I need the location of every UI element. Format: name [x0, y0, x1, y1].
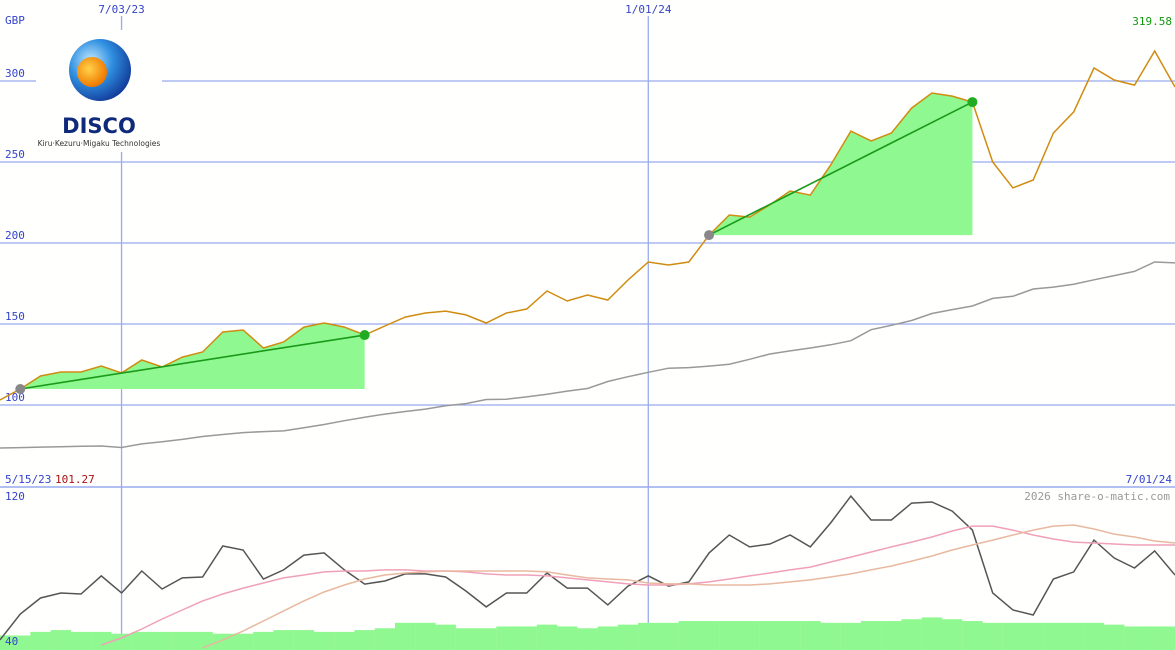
y-tick-label: 120: [5, 490, 25, 503]
series-line: [0, 49, 1175, 401]
volume-bar: [10, 635, 31, 650]
volume-bar: [941, 619, 963, 650]
y-tick-label: 200: [5, 229, 25, 242]
logo: DISCO Kiru·Kezuru·Migaku Technologies: [36, 30, 162, 152]
volume-bar: [860, 621, 882, 650]
volume-bar: [698, 621, 720, 650]
trend-start: [704, 230, 715, 241]
volume-bar: [293, 630, 315, 650]
series-line: [0, 261, 1175, 449]
volume-bar: [172, 631, 193, 650]
volume-bar: [415, 622, 436, 650]
footer: 2026 share-o-matic.com: [1024, 490, 1170, 503]
volume-bar: [0, 635, 11, 650]
trend-end: [967, 97, 978, 108]
logo-tagline: Kiru·Kezuru·Migaku Technologies: [38, 139, 161, 148]
volume-bar: [759, 621, 781, 650]
volume-bar: [678, 621, 699, 650]
volume-bar: [30, 631, 51, 650]
volume-bar: [1144, 626, 1165, 650]
trend-end: [359, 330, 370, 341]
volume-bar: [617, 624, 639, 650]
volume-bar: [111, 633, 132, 650]
logo-core: [77, 57, 107, 87]
volume-bar: [557, 626, 578, 650]
indicator-panel: [0, 494, 1175, 650]
volume-bar: [91, 631, 112, 650]
volume-bar: [1043, 622, 1064, 650]
volume-bar: [719, 621, 740, 650]
volume-bar: [901, 619, 922, 650]
volume-bar: [638, 622, 659, 650]
x-tick-label: 7/01/24: [1126, 473, 1173, 486]
volume-bar: [658, 622, 679, 650]
volume-bar: [313, 631, 335, 650]
volume-bar: [354, 630, 375, 650]
volume-bar: [921, 617, 943, 650]
trend-fill: [20, 323, 365, 389]
trend-line: [708, 101, 973, 236]
volume-bar: [577, 628, 598, 650]
volume-bar: [131, 631, 153, 650]
y-tick-label: 250: [5, 148, 25, 161]
volume-bar: [374, 628, 396, 650]
volume-bar: [739, 621, 760, 650]
volume-bar: [962, 621, 983, 650]
series-line: [101, 525, 1175, 646]
x-tick-label: 5/15/23: [5, 473, 51, 486]
volume-bar: [253, 631, 274, 650]
y-tick-label: 40: [5, 635, 18, 648]
volume-bar: [435, 624, 456, 650]
volume-bar: [597, 626, 618, 650]
volume-bar: [1124, 626, 1145, 650]
volume-bar: [1083, 622, 1105, 650]
trend-fill: [709, 92, 973, 236]
volume-bar: [1164, 626, 1175, 650]
series-line: [0, 494, 1175, 641]
volume-bar: [1002, 622, 1024, 650]
volume-bar: [496, 626, 517, 650]
volume-bar: [840, 622, 862, 650]
volume-bar: [1104, 624, 1125, 650]
low-label: 101.27: [55, 473, 95, 486]
volume-bar: [70, 631, 92, 650]
volume-bar: [779, 621, 801, 650]
y-tick-label: 150: [5, 310, 25, 323]
x-tick-label: 1/01/24: [625, 3, 672, 16]
volume-bar: [881, 621, 902, 650]
volume-bar: [536, 624, 558, 650]
series-line: [202, 524, 1175, 649]
volume-bar: [820, 622, 841, 650]
volume-bar: [516, 626, 537, 650]
volume-bar: [455, 628, 477, 650]
trend-start: [15, 383, 26, 394]
high-label: 319.58: [1132, 15, 1172, 28]
trend-line: [20, 334, 365, 390]
volume-bar: [1022, 622, 1044, 650]
volume-bar: [982, 622, 1003, 650]
logo-name: DISCO: [62, 114, 136, 138]
volume-bar: [334, 631, 355, 650]
y-tick-label: 300: [5, 67, 25, 80]
volume-bar: [50, 630, 71, 650]
volume-bar: [151, 631, 173, 650]
x-tick-label: 7/03/23: [98, 3, 144, 16]
volume-bar: [476, 628, 497, 650]
volume-bar: [232, 633, 254, 650]
volume-bar: [800, 621, 821, 650]
volume-bar: [273, 630, 294, 650]
volume-bar: [394, 622, 416, 650]
volume-bar: [1063, 622, 1084, 650]
currency-label: GBP: [5, 14, 25, 27]
